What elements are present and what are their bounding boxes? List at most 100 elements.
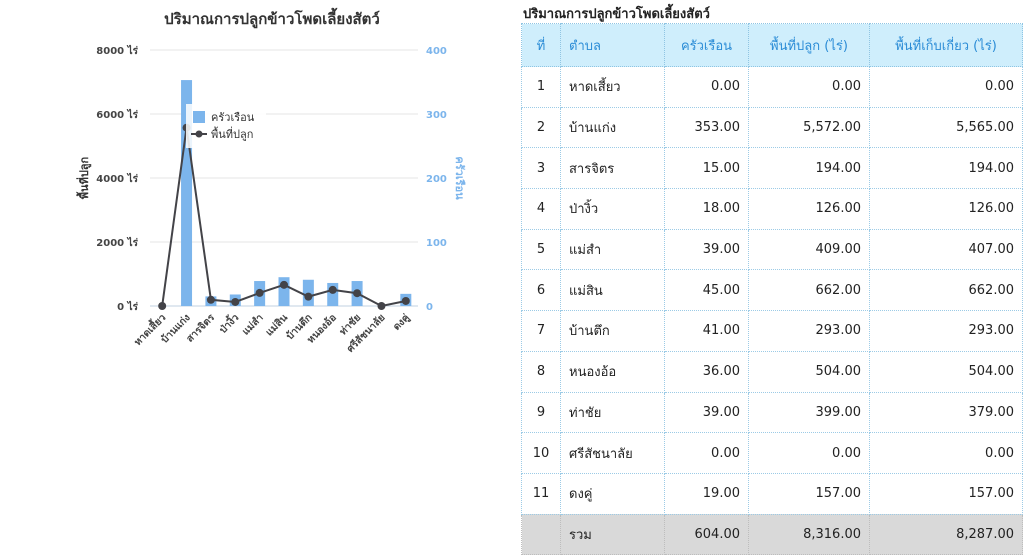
y-axis-title: พื้นที่ปลูก bbox=[76, 156, 92, 199]
x-tick-label: สารจิตร bbox=[184, 311, 218, 345]
total-label: รวม bbox=[560, 513, 665, 555]
cell-households: 45.00 bbox=[664, 269, 749, 312]
line-point bbox=[328, 285, 337, 294]
cell-households: 18.00 bbox=[664, 188, 749, 230]
cell-no: 4 bbox=[521, 188, 561, 230]
y2-axis-title: ครัวเรือน bbox=[453, 156, 466, 200]
table-row: 2 บ้านแก่ง 353.00 5,572.00 5,565.00 bbox=[521, 106, 1023, 149]
line-point bbox=[401, 296, 410, 305]
cell-subdistrict: ดงคู่ bbox=[560, 472, 665, 515]
header-subdistrict[interactable]: ตำบล bbox=[560, 23, 665, 67]
cell-subdistrict: สารจิตร bbox=[560, 147, 665, 190]
data-table-panel: ปริมาณการปลูกข้าวโพดเลี้ยงสัตว์ ที่ ตำบล… bbox=[521, 0, 1023, 555]
line-point bbox=[377, 302, 386, 310]
cell-planted-area: 0.00 bbox=[748, 432, 870, 474]
table-body: 1 หาดเสี้ยว 0.00 0.00 0.00 2 บ้านแก่ง 353.00 5,5… bbox=[521, 66, 1023, 555]
line-point bbox=[255, 288, 264, 297]
cell-no: 1 bbox=[521, 66, 561, 108]
x-tick-label: ป่างิ้ว bbox=[216, 310, 242, 336]
table-header-row: ที่ ตำบล ครัวเรือน พื้นที่ปลูก (ไร่) พื้… bbox=[521, 23, 1023, 67]
cell-harvested-area: 157.00 bbox=[869, 472, 1023, 515]
cell-planted-area: 409.00 bbox=[748, 228, 870, 271]
cell-households: 39.00 bbox=[664, 228, 749, 271]
table-row: 4 ป่างิ้ว 18.00 126.00 126.00 bbox=[521, 188, 1023, 230]
chart-panel: ปริมาณการปลูกข้าวโพดเลี้ยงสัตว์ 8000 ไร่ 6… bbox=[0, 0, 490, 553]
bar bbox=[327, 282, 339, 306]
line-point bbox=[280, 280, 288, 289]
cell-households: 0.00 bbox=[664, 66, 749, 108]
bar bbox=[278, 277, 290, 306]
header-no[interactable]: ที่ bbox=[521, 23, 561, 67]
line-point bbox=[353, 289, 362, 298]
cell-households: 36.00 bbox=[664, 350, 749, 393]
cell-subdistrict: หาดเสี้ยว bbox=[560, 66, 665, 108]
cell-subdistrict: ป่างิ้ว bbox=[560, 188, 665, 230]
cell-harvested-area: 504.00 bbox=[869, 350, 1023, 393]
cell-households: 39.00 bbox=[664, 391, 749, 434]
cell-subdistrict: บ้านแก่ง bbox=[560, 106, 665, 149]
cell-harvested-area: 379.00 bbox=[869, 391, 1023, 434]
cell-no: 6 bbox=[521, 269, 561, 312]
cell-subdistrict: ศรีสัชนาลัย bbox=[560, 432, 665, 474]
table-total-row: รวม 604.00 8,316.00 8,287.00 bbox=[521, 513, 1023, 555]
legend-line-label: พื้นที่ปลูก bbox=[211, 126, 253, 141]
cell-no: 7 bbox=[521, 310, 561, 352]
header-planted-area[interactable]: พื้นที่ปลูก (ไร่) bbox=[748, 23, 870, 67]
cell-households: 19.00 bbox=[664, 472, 749, 515]
y-tick-label: 4000 ไร่ bbox=[96, 172, 138, 185]
table-row: 3 สารจิตร 15.00 194.00 194.00 bbox=[521, 147, 1023, 190]
table-row: 1 หาดเสี้ยว 0.00 0.00 0.00 bbox=[521, 66, 1023, 108]
y-tick-label: 8000 ไร่ bbox=[96, 44, 138, 57]
table-row: 6 แม่สิน 45.00 662.00 662.00 bbox=[521, 269, 1023, 312]
cell-harvested-area: 126.00 bbox=[869, 188, 1023, 230]
table-row: 10 ศรีสัชนาลัย 0.00 0.00 0.00 bbox=[521, 432, 1023, 474]
line-point bbox=[231, 297, 240, 306]
cell-households: 353.00 bbox=[664, 106, 749, 149]
legend-bar-label: ครัวเรือน bbox=[211, 111, 255, 124]
cell-planted-area: 157.00 bbox=[748, 472, 870, 515]
y2-tick-label: 100 bbox=[426, 238, 447, 249]
cell-planted-area: 5,572.00 bbox=[748, 106, 870, 149]
table-caption: ปริมาณการปลูกข้าวโพดเลี้ยงสัตว์ bbox=[523, 7, 710, 22]
total-cell-no bbox=[521, 513, 561, 555]
cell-no: 10 bbox=[521, 432, 561, 474]
cell-households: 41.00 bbox=[664, 310, 749, 352]
cell-households: 0.00 bbox=[664, 432, 749, 474]
cell-no: 3 bbox=[521, 147, 561, 190]
cell-no: 9 bbox=[521, 391, 561, 434]
line-point bbox=[158, 302, 167, 310]
table-row: 9 ท่าชัย 39.00 399.00 379.00 bbox=[521, 391, 1023, 434]
line-point bbox=[206, 295, 215, 304]
header-harvested-area[interactable]: พื้นที่เก็บเกี่ยว (ไร่) bbox=[869, 23, 1023, 67]
cell-subdistrict: แม่สำ bbox=[560, 228, 665, 271]
cell-subdistrict: บ้านตึก bbox=[560, 310, 665, 352]
cell-planted-area: 662.00 bbox=[748, 269, 870, 312]
cell-households: 15.00 bbox=[664, 147, 749, 190]
cell-harvested-area: 662.00 bbox=[869, 269, 1023, 312]
total-harvested-area: 8,287.00 bbox=[869, 513, 1023, 555]
data-table: ที่ ตำบล ครัวเรือน พื้นที่ปลูก (ไร่) พื้… bbox=[521, 23, 1023, 555]
total-households: 604.00 bbox=[664, 513, 749, 555]
y2-tick-label: 400 bbox=[426, 46, 447, 57]
y2-tick-label: 0 bbox=[426, 302, 433, 313]
y-tick-label: 0 ไร่ bbox=[117, 300, 138, 313]
line-point bbox=[304, 292, 313, 301]
cell-planted-area: 399.00 bbox=[748, 391, 870, 434]
header-households[interactable]: ครัวเรือน bbox=[664, 23, 749, 67]
total-planted-area: 8,316.00 bbox=[748, 513, 870, 555]
cell-no: 5 bbox=[521, 228, 561, 271]
cell-harvested-area: 407.00 bbox=[869, 228, 1023, 271]
table-row: 7 บ้านตึก 41.00 293.00 293.00 bbox=[521, 310, 1023, 352]
y-tick-label: 6000 ไร่ bbox=[96, 108, 138, 121]
cell-planted-area: 194.00 bbox=[748, 147, 870, 190]
cell-subdistrict: ท่าชัย bbox=[560, 391, 665, 434]
bar bbox=[181, 80, 193, 306]
chart-title: ปริมาณการปลูกข้าวโพดเลี้ยงสัตว์ bbox=[164, 7, 380, 29]
cell-harvested-area: 5,565.00 bbox=[869, 106, 1023, 149]
cell-planted-area: 504.00 bbox=[748, 350, 870, 393]
table-row: 11 ดงคู่ 19.00 157.00 157.00 bbox=[521, 472, 1023, 515]
y2-tick-label: 200 bbox=[426, 174, 447, 185]
cell-harvested-area: 0.00 bbox=[869, 66, 1023, 108]
table-row: 5 แม่สำ 39.00 409.00 407.00 bbox=[521, 228, 1023, 271]
cell-planted-area: 126.00 bbox=[748, 188, 870, 230]
